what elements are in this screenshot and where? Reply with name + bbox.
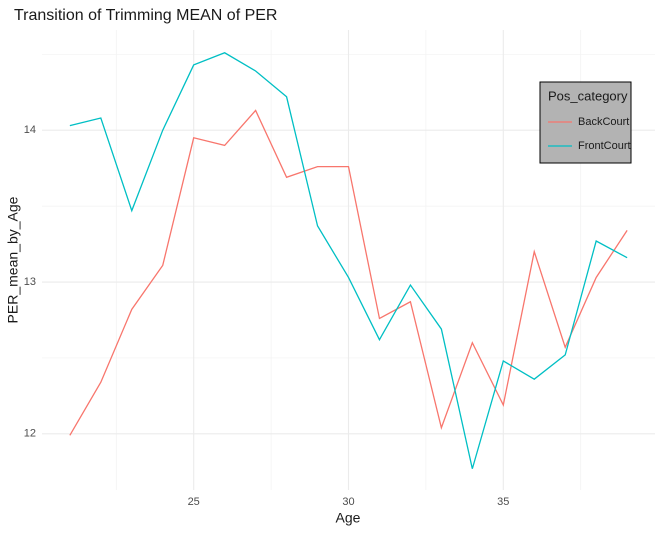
x-tick-label: 30 <box>342 496 354 508</box>
y-tick-label: 12 <box>24 428 36 440</box>
x-tick-label: 25 <box>188 496 200 508</box>
chart-title: Transition of Trimming MEAN of PER <box>14 7 277 24</box>
line-series <box>69 52 628 469</box>
y-axis-label: PER_mean_by_Age <box>5 196 21 323</box>
legend-title: Pos_category <box>548 88 628 103</box>
y-tick-label: 14 <box>24 124 36 136</box>
line-series <box>69 109 628 436</box>
x-axis-label: Age <box>336 510 361 526</box>
legend-label: BackCourt <box>578 116 629 128</box>
y-tick-label: 13 <box>24 276 36 288</box>
x-tick-label: 35 <box>497 496 509 508</box>
legend: Pos_category BackCourt FrontCourt <box>539 81 632 164</box>
legend-label: FrontCourt <box>578 140 631 152</box>
